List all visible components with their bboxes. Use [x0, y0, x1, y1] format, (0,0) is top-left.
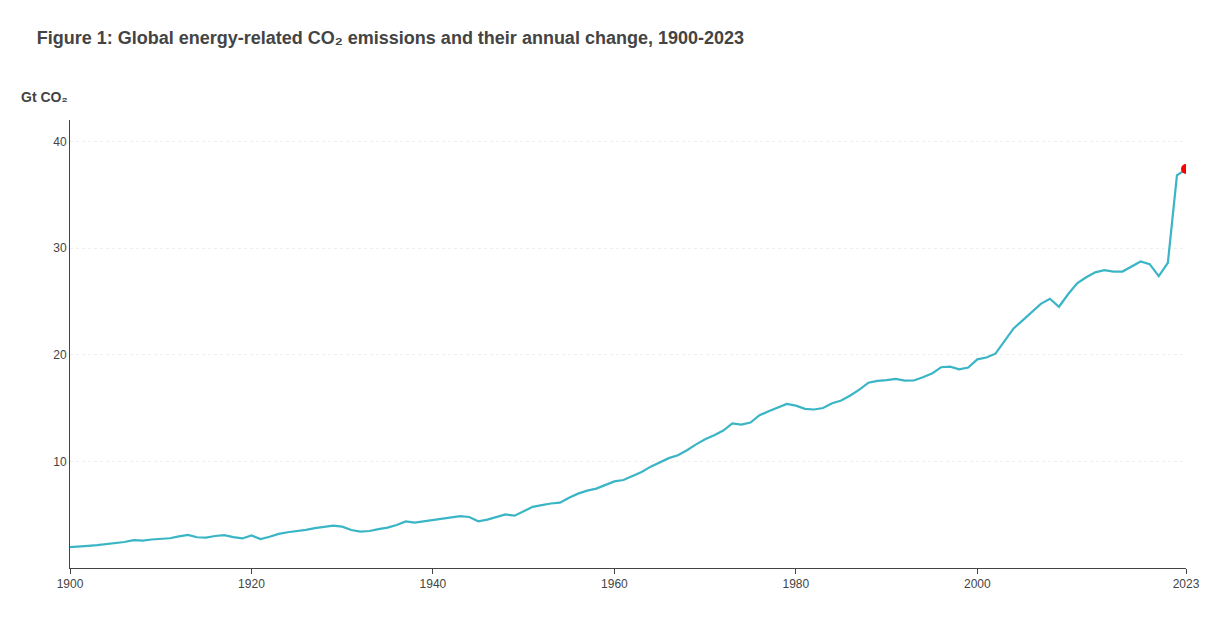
svg-text:1900: 1900	[57, 577, 84, 591]
svg-text:30: 30	[53, 241, 67, 255]
svg-text:20: 20	[53, 348, 67, 362]
svg-text:1940: 1940	[420, 577, 447, 591]
svg-text:1960: 1960	[601, 577, 628, 591]
svg-text:10: 10	[53, 455, 67, 469]
svg-text:40: 40	[53, 135, 67, 149]
svg-text:Gt CO₂: Gt CO₂	[21, 89, 68, 105]
svg-text:2023: 2023	[1173, 577, 1200, 591]
svg-text:1920: 1920	[238, 577, 265, 591]
svg-text:2000: 2000	[964, 577, 991, 591]
svg-text:Figure 1: Global energy-relate: Figure 1: Global energy-related CO₂ emis…	[37, 28, 744, 48]
svg-text:1980: 1980	[782, 577, 809, 591]
